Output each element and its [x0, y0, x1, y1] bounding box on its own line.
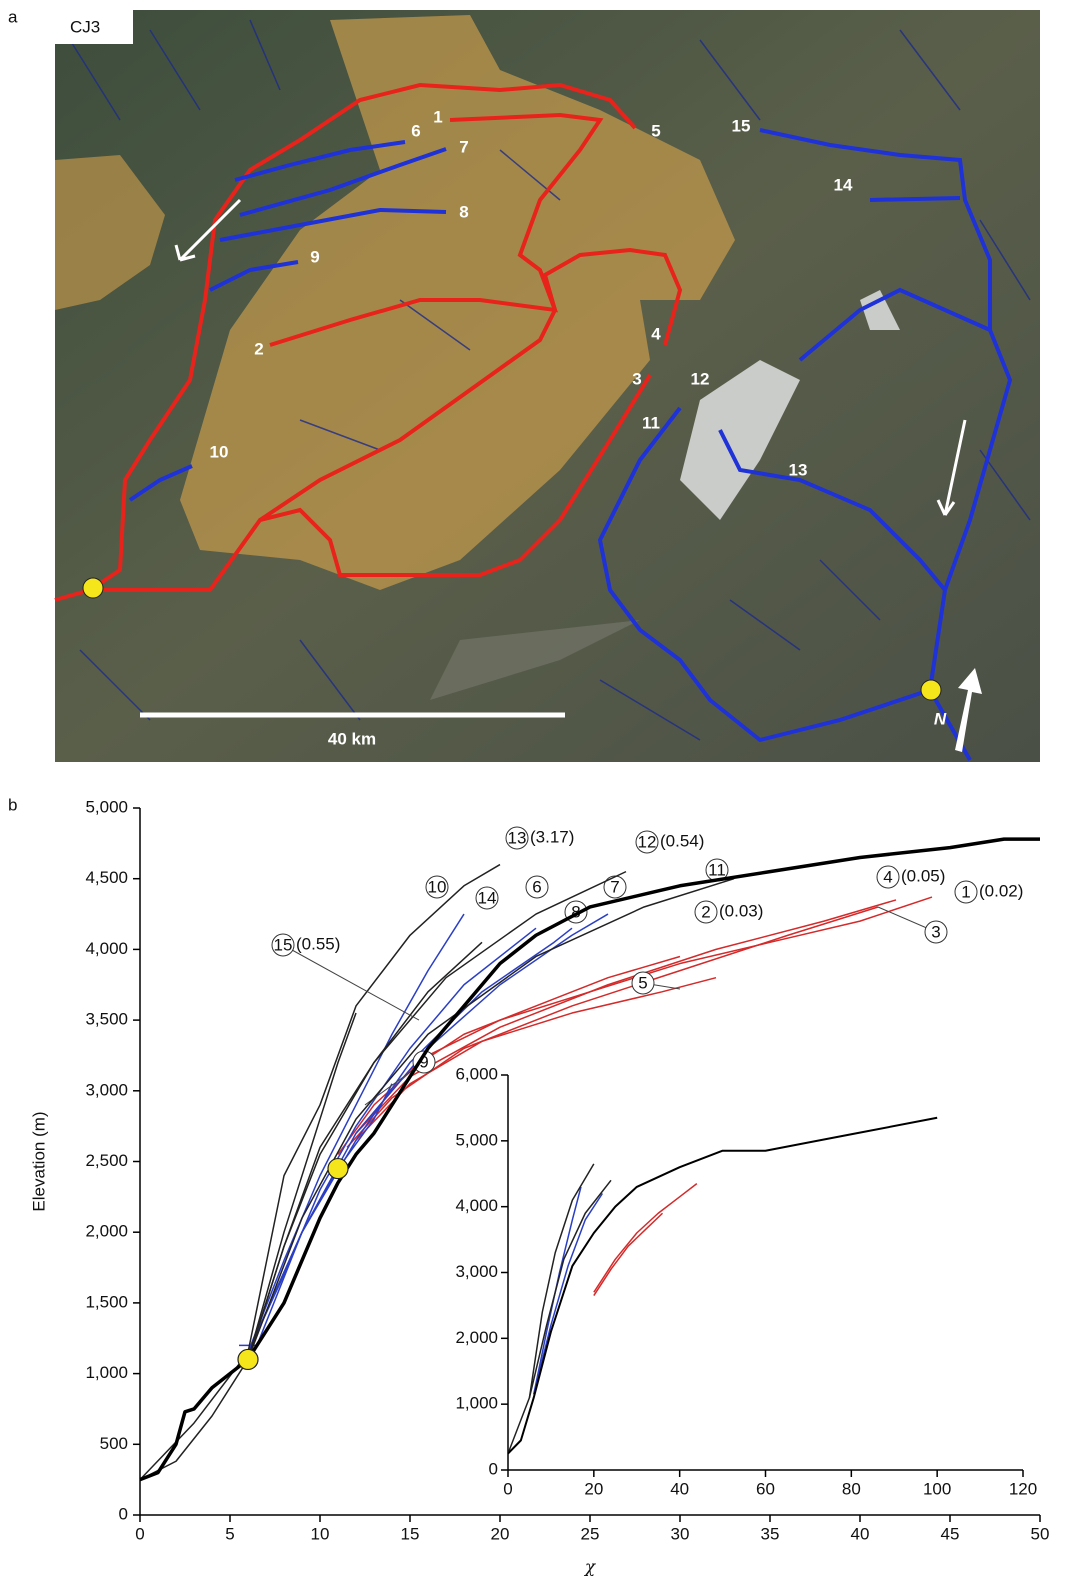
series-label: 6	[532, 877, 541, 896]
x-tick-label: 20	[584, 1479, 603, 1498]
map-label: 1	[433, 107, 442, 126]
x-tick-label: 40	[670, 1479, 689, 1498]
y-tick-label: 2,000	[455, 1328, 498, 1347]
series-line	[140, 865, 500, 1480]
outlet	[921, 680, 941, 700]
series-line	[508, 1118, 937, 1454]
x-axis-label: χ	[584, 1558, 597, 1578]
chart: 05001,0001,5002,0002,5003,0003,5004,0004…	[8, 795, 1049, 1577]
x-tick-label: 30	[671, 1524, 690, 1543]
map-label: 4	[651, 324, 661, 343]
series-label: 2	[701, 902, 710, 921]
panel-label: a	[8, 7, 18, 26]
map-label: 2	[254, 339, 263, 358]
map-label: 7	[459, 137, 468, 156]
y-tick-label: 5,000	[455, 1130, 498, 1149]
series-line	[534, 1194, 603, 1395]
x-tick-label: 5	[225, 1524, 234, 1543]
series-label: 10	[428, 877, 447, 896]
map-label: 13	[789, 460, 808, 479]
y-tick-label: 6,000	[455, 1064, 498, 1083]
series-note: (0.55)	[296, 934, 340, 953]
x-tick-label: 0	[135, 1524, 144, 1543]
x-tick-label: 80	[842, 1479, 861, 1498]
x-tick-label: 45	[941, 1524, 960, 1543]
figure: aCJ312345678910111213141540 kmN05001,000…	[0, 0, 1067, 1593]
y-tick-label: 500	[100, 1434, 128, 1453]
map-label: 8	[459, 202, 468, 221]
map-label: 9	[310, 247, 319, 266]
map-label: 10	[210, 442, 229, 461]
series-line	[140, 1013, 356, 1480]
series-note: (0.03)	[719, 901, 763, 920]
map-label: 12	[691, 369, 710, 388]
series-line	[248, 914, 608, 1352]
scale-label: 40 km	[328, 729, 376, 748]
series-label: 3	[931, 922, 940, 941]
y-tick-label: 2,500	[85, 1151, 128, 1170]
series-line	[594, 1184, 697, 1293]
series-line	[248, 928, 572, 1352]
series-label: 12	[638, 832, 657, 851]
y-tick-label: 1,000	[85, 1363, 128, 1382]
map	[55, 10, 1040, 762]
x-tick-label: 20	[491, 1524, 510, 1543]
y-tick-label: 3,000	[455, 1262, 498, 1281]
north-label: N	[934, 709, 947, 728]
map-label: 11	[642, 413, 660, 432]
marker	[328, 1159, 348, 1179]
series-label: 14	[478, 888, 497, 907]
series-label: 4	[883, 867, 892, 886]
series-label: 11	[708, 860, 726, 879]
x-tick-label: 0	[503, 1479, 512, 1498]
panel-label: b	[8, 795, 17, 814]
x-tick-label: 15	[401, 1524, 420, 1543]
x-tick-label: 10	[311, 1524, 330, 1543]
y-tick-label: 1,000	[455, 1394, 498, 1413]
y-tick-label: 0	[119, 1504, 128, 1523]
series-line	[594, 1213, 663, 1295]
y-tick-label: 4,000	[455, 1196, 498, 1215]
y-tick-label: 2,000	[85, 1222, 128, 1241]
y-axis-label: Elevation (m)	[29, 1111, 48, 1211]
series-label: 15	[274, 935, 293, 954]
series-note: (3.17)	[530, 827, 574, 846]
series-label: 1	[961, 882, 970, 901]
y-tick-label: 3,500	[85, 1010, 128, 1029]
series-label: 5	[638, 973, 647, 992]
series-label: 13	[508, 828, 527, 847]
x-tick-label: 60	[756, 1479, 775, 1498]
series-note: (0.54)	[660, 831, 704, 850]
y-tick-label: 5,000	[85, 797, 128, 816]
series-note: (0.05)	[901, 866, 945, 885]
x-tick-label: 100	[923, 1479, 951, 1498]
map-label: 15	[732, 116, 751, 135]
series-line	[338, 897, 932, 1154]
chart: 0 1,000 2,000 3,000 4,000 5,000 6,000 0 20 40 60 80…	[455, 1064, 1037, 1498]
series-label: 7	[610, 877, 619, 896]
x-tick-label: 25	[581, 1524, 600, 1543]
map-label: 3	[632, 369, 641, 388]
outlet	[83, 578, 103, 598]
x-tick-label: 35	[761, 1524, 780, 1543]
map-title: CJ3	[70, 17, 100, 36]
series-note: (0.02)	[979, 881, 1023, 900]
x-tick-label: 50	[1031, 1524, 1050, 1543]
map-label: 6	[411, 121, 420, 140]
x-tick-label: 120	[1009, 1479, 1037, 1498]
map-label: 5	[651, 121, 660, 140]
y-tick-label: 1,500	[85, 1292, 128, 1311]
map-label: 14	[834, 175, 853, 194]
series-line	[356, 956, 680, 1133]
x-tick-label: 40	[851, 1524, 870, 1543]
y-tick-label: 3,000	[85, 1080, 128, 1099]
leader-line	[283, 945, 419, 1020]
series-line	[347, 907, 878, 1147]
y-tick-label: 0	[489, 1459, 498, 1478]
y-tick-label: 4,000	[85, 939, 128, 958]
y-tick-label: 4,500	[85, 868, 128, 887]
marker	[238, 1349, 258, 1369]
